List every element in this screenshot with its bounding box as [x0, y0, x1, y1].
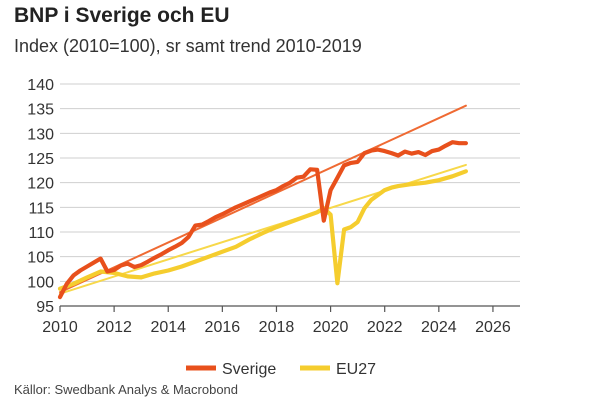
series-line-eu27 — [57, 169, 468, 291]
chart-subtitle: Index (2010=100), sr samt trend 2010-201… — [14, 36, 362, 56]
x-tick-label: 2020 — [313, 319, 349, 336]
y-tick-label: 100 — [27, 274, 54, 291]
trend-line-sverige — [59, 104, 467, 294]
y-axis: 95 100 105 110 115 120 125 130 135 140 — [27, 77, 54, 316]
y-tick-label: 125 — [27, 151, 54, 168]
legend-label-eu27: EU27 — [336, 361, 376, 378]
chart-title: BNP i Sverige och EU — [14, 4, 230, 27]
y-tick-label: 120 — [27, 176, 54, 193]
x-tick-label: 2016 — [205, 319, 241, 336]
x-tick-label: 2018 — [259, 319, 295, 336]
series-layer — [57, 104, 468, 300]
series-line-sverige — [57, 140, 468, 300]
y-tick-label: 105 — [27, 250, 54, 267]
y-tick-label: 95 — [36, 299, 54, 316]
y-tick-label: 115 — [28, 200, 54, 217]
x-tick-label: 2012 — [96, 319, 132, 336]
x-tick-label: 2026 — [475, 319, 511, 336]
legend-label-sverige: Sverige — [222, 361, 276, 378]
x-axis: 2010 2012 2014 2016 2018 2020 2022 2024 2026 — [42, 305, 520, 336]
y-tick-label: 140 — [27, 77, 54, 94]
x-tick-label: 2010 — [42, 319, 78, 336]
x-tick-label: 2024 — [421, 319, 457, 336]
x-tick-label: 2014 — [150, 319, 186, 336]
x-tick-label: 2022 — [367, 319, 403, 336]
legend: Sverige EU27 — [186, 361, 376, 378]
y-tick-label: 130 — [27, 126, 54, 143]
y-tick-label: 135 — [27, 102, 54, 119]
y-tick-label: 110 — [28, 225, 54, 242]
source-note: Källor: Swedbank Analys & Macrobond — [14, 382, 239, 397]
